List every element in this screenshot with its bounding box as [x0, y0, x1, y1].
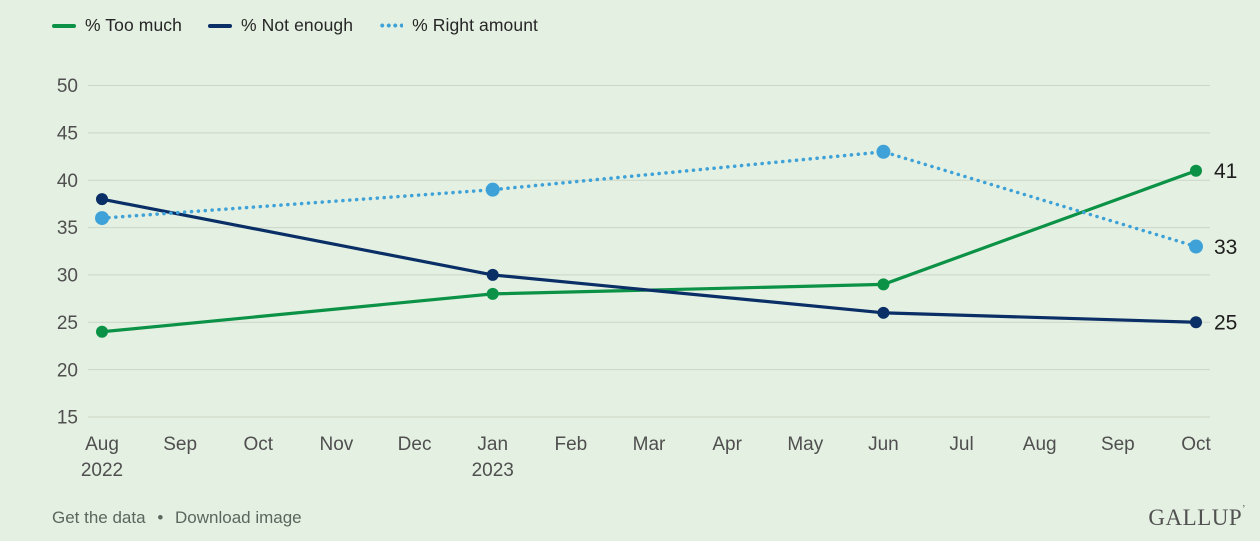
gallup-logo-text: GALLUP — [1148, 505, 1243, 530]
data-point[interactable] — [95, 211, 109, 226]
x-axis-tick-label: Jun — [868, 434, 899, 455]
series-line — [101, 197, 1197, 324]
separator-bullet: • — [157, 508, 164, 527]
chart-footer: Get the data • Download image GALLUP’ — [0, 495, 1260, 541]
x-axis-tick-label: Sep — [163, 434, 197, 455]
x-axis-tick-label: Oct — [1181, 434, 1211, 455]
x-axis-tick-label: Jul — [949, 434, 973, 455]
legend-label-right-amount: % Right amount — [412, 15, 539, 35]
data-point[interactable] — [1190, 164, 1202, 177]
x-axis-year-label: 2023 — [472, 460, 514, 481]
series-line — [101, 169, 1197, 334]
data-point[interactable] — [96, 193, 108, 206]
y-axis-tick-label: 25 — [57, 313, 78, 334]
data-point[interactable] — [485, 182, 500, 197]
data-point[interactable] — [1189, 239, 1203, 254]
data-point[interactable] — [486, 287, 499, 300]
x-axis-tick-label: Nov — [320, 434, 354, 455]
y-axis-tick-label: 20 — [57, 360, 78, 381]
x-axis-tick-label: Apr — [712, 434, 742, 455]
y-axis-tick-label: 45 — [57, 124, 78, 145]
footer-links: Get the data • Download image — [52, 508, 302, 528]
series-line — [100, 150, 1198, 249]
legend-swatch-not-enough — [207, 23, 232, 28]
end-value-label: 33 — [1214, 236, 1237, 259]
get-the-data-link[interactable]: Get the data — [52, 508, 146, 527]
y-axis-tick-label: 30 — [57, 266, 78, 287]
legend-item-right-amount[interactable]: % Right amount — [379, 15, 538, 36]
data-point[interactable] — [1190, 316, 1202, 329]
legend-swatch-right-amount — [379, 23, 404, 28]
gallup-logo-trademark: ’ — [1242, 504, 1246, 515]
x-axis-tick-label: Aug — [85, 434, 119, 455]
legend-item-too-much[interactable]: % Too much — [52, 15, 182, 36]
y-axis-tick-label: 40 — [57, 171, 78, 192]
x-axis-tick-label: May — [787, 434, 823, 455]
legend-label-not-enough: % Not enough — [240, 15, 354, 35]
data-point[interactable] — [877, 278, 890, 291]
x-axis-tick-label: Aug — [1023, 434, 1057, 455]
data-point[interactable] — [876, 144, 891, 159]
legend-label-too-much: % Too much — [85, 15, 182, 35]
end-value-label: 25 — [1214, 312, 1237, 335]
y-axis-tick-label: 50 — [57, 76, 78, 97]
chart-legend: % Too much % Not enough % Right amount — [52, 15, 538, 36]
y-axis-tick-label: 35 — [57, 218, 78, 239]
gallup-logo: GALLUP’ — [1148, 505, 1246, 531]
x-axis-tick-label: Mar — [633, 434, 666, 455]
y-axis-tick-label: 15 — [57, 408, 78, 429]
x-axis-tick-label: Oct — [244, 434, 274, 455]
end-value-label: 41 — [1214, 160, 1237, 183]
x-axis-tick-label: Dec — [398, 434, 432, 455]
data-point[interactable] — [486, 268, 499, 281]
legend-swatch-too-much — [52, 23, 76, 28]
data-point[interactable] — [96, 325, 108, 338]
x-axis-tick-label: Feb — [554, 434, 587, 455]
data-point[interactable] — [877, 306, 890, 319]
x-axis-year-label: 2022 — [81, 460, 123, 481]
x-axis-tick-label: Sep — [1101, 434, 1135, 455]
x-axis-tick-label: Jan — [477, 434, 508, 455]
download-image-link[interactable]: Download image — [175, 508, 302, 527]
legend-item-not-enough[interactable]: % Not enough — [207, 15, 354, 36]
